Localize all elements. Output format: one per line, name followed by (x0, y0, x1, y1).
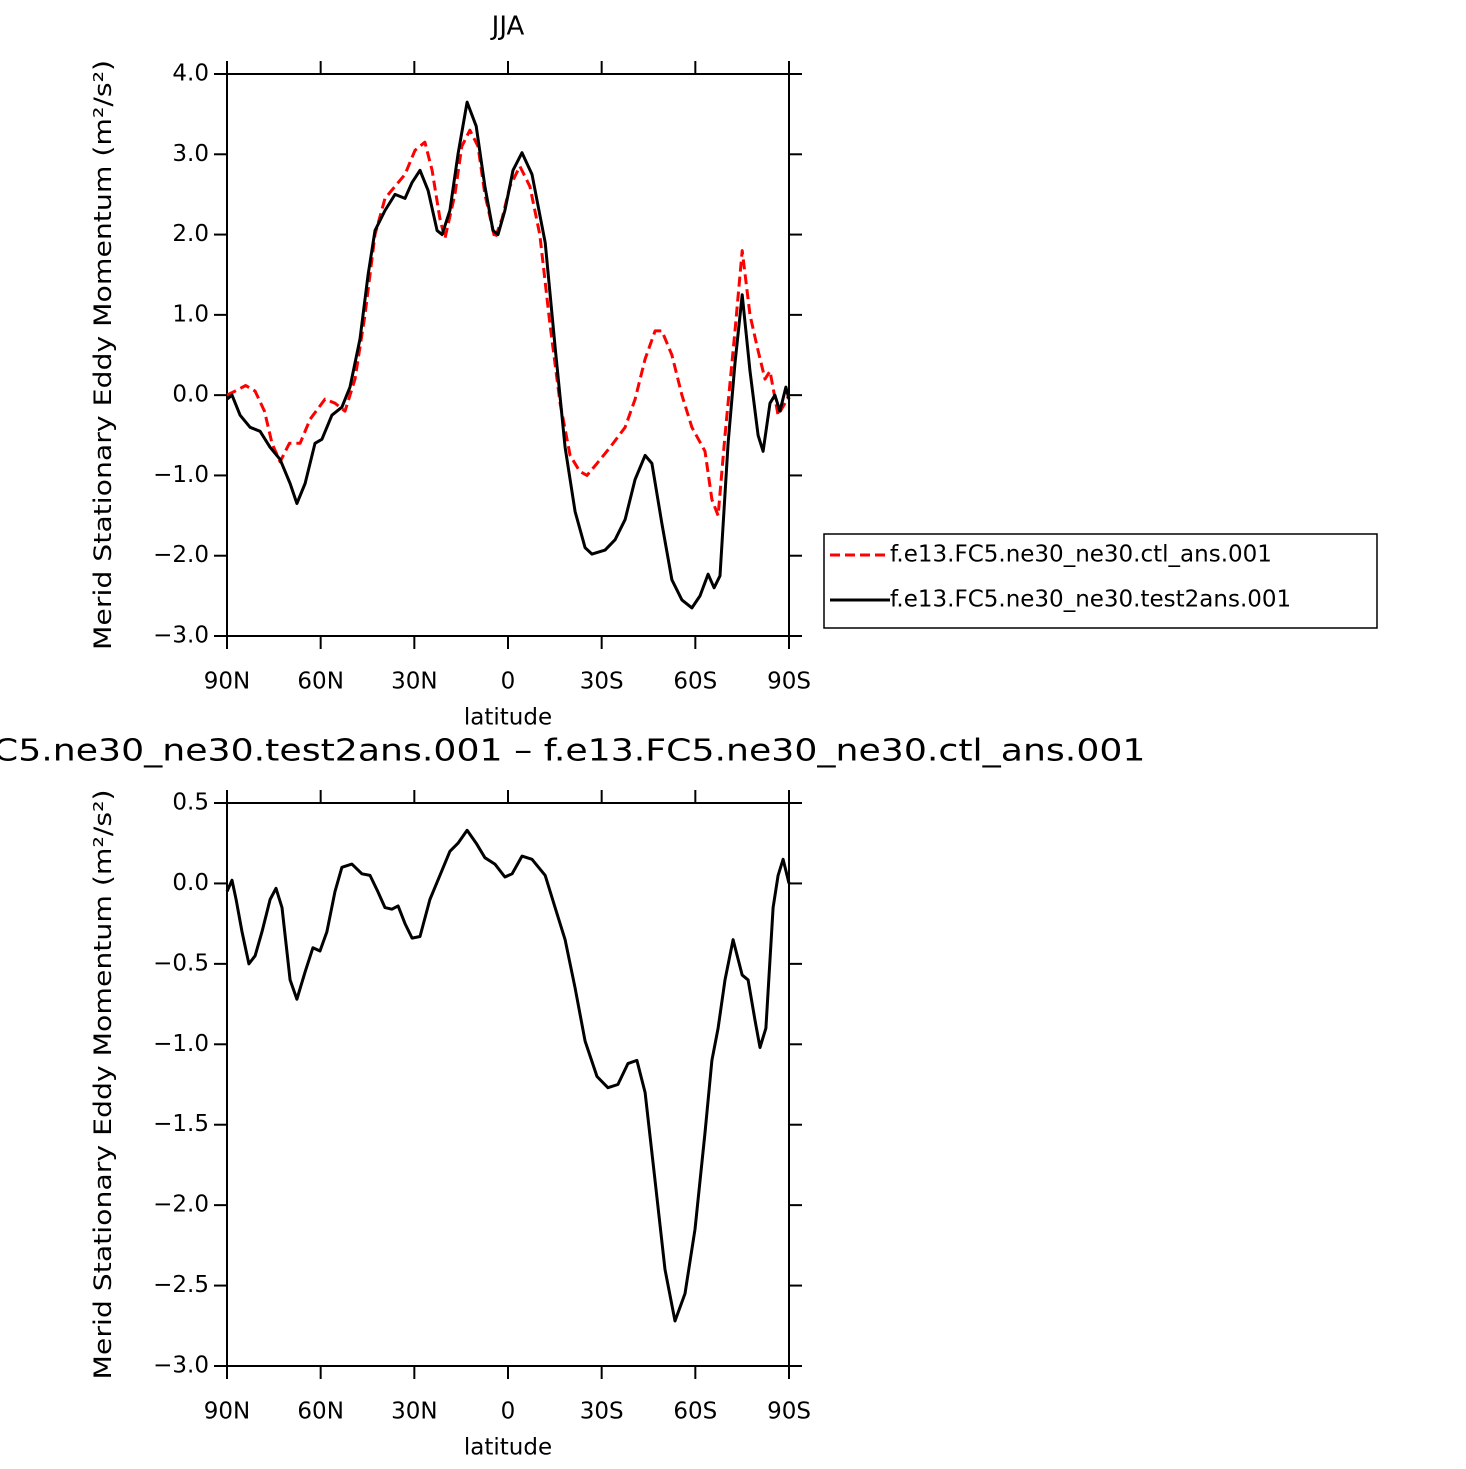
data-line (225, 828, 791, 1323)
plot-frame (226, 802, 790, 1367)
data-line (226, 100, 791, 610)
y-tick-label: −1.0 (153, 462, 209, 488)
x-axis-label: latitude (464, 705, 552, 731)
x-tick-label: 90S (767, 669, 811, 695)
x-tick-label: 60N (297, 669, 343, 695)
x-tick-label: 0 (501, 1399, 516, 1425)
chart-title: JJA (490, 12, 525, 42)
y-tick-label: 3.0 (172, 141, 209, 167)
chart-title: f.e13.FC5.ne30_ne30.test2ans.001 – f.e13… (0, 734, 1146, 769)
y-tick-label: −3.0 (153, 1353, 209, 1379)
y-axis-label: Merid Stationary Eddy Momentum (m²/s²) (89, 60, 117, 650)
plot-frame (226, 73, 790, 637)
legend-box (823, 533, 1378, 629)
x-tick-label: 30N (391, 1399, 437, 1425)
x-tick-label: 30N (391, 669, 437, 695)
y-tick-label: −2.0 (153, 542, 209, 568)
x-tick-label: 30S (580, 669, 624, 695)
y-tick-label: −2.0 (153, 1192, 209, 1218)
legend-label: f.e13.FC5.ne30_ne30.ctl_ans.001 (890, 542, 1272, 568)
x-tick-label: 0 (501, 669, 516, 695)
y-tick-label: 4.0 (172, 61, 209, 87)
x-tick-label: 90N (204, 1399, 250, 1425)
x-tick-label: 60S (673, 1399, 717, 1425)
x-tick-label: 30S (580, 1399, 624, 1425)
legend-label: f.e13.FC5.ne30_ne30.test2ans.001 (890, 587, 1291, 613)
y-tick-label: −2.5 (153, 1272, 209, 1298)
x-tick-label: 90N (204, 669, 250, 695)
x-axis-label: latitude (464, 1435, 552, 1461)
y-tick-label: 0.5 (172, 790, 209, 816)
y-tick-label: −1.0 (153, 1031, 209, 1057)
x-tick-label: 60S (673, 669, 717, 695)
y-tick-label: −0.5 (153, 950, 209, 976)
y-tick-label: −1.5 (153, 1111, 209, 1137)
y-tick-label: 0.0 (172, 382, 209, 408)
y-tick-label: 1.0 (172, 301, 209, 327)
x-tick-label: 90S (767, 1399, 811, 1425)
y-tick-label: −3.0 (153, 623, 209, 649)
y-tick-label: 2.0 (172, 221, 209, 247)
y-tick-label: 0.0 (172, 870, 209, 896)
x-tick-label: 60N (297, 1399, 343, 1425)
y-axis-label: Merid Stationary Eddy Momentum (m²/s²) (89, 790, 117, 1380)
